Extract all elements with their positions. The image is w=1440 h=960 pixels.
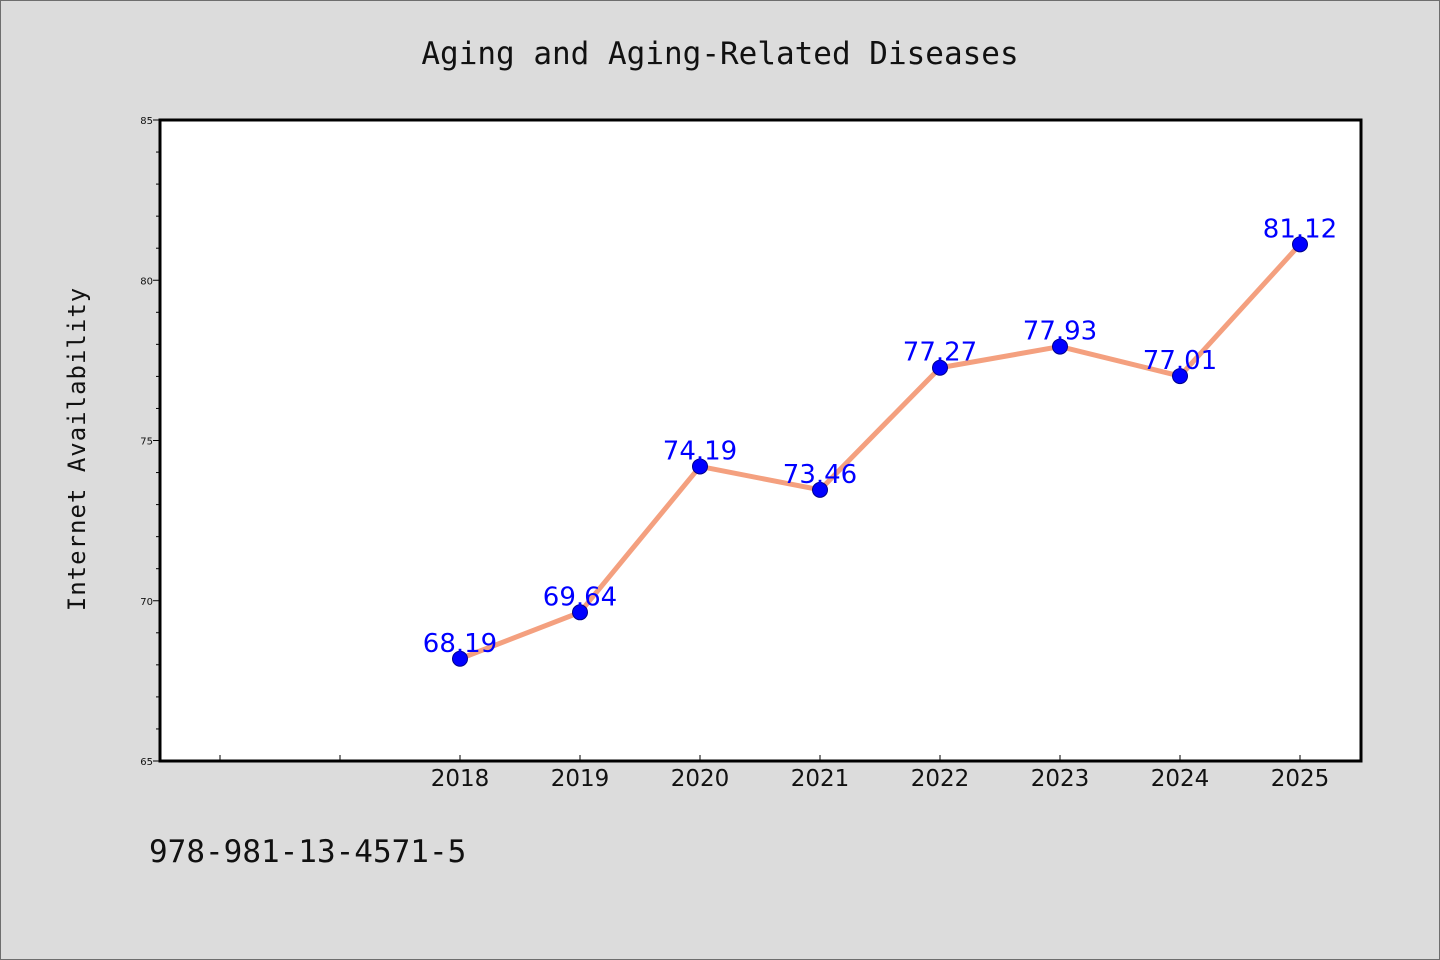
y-tick-label: 85 <box>140 116 153 127</box>
x-tick-label: 2022 <box>911 766 970 792</box>
y-tick-label: 75 <box>140 437 153 448</box>
y-tick-label: 65 <box>140 757 153 768</box>
data-point <box>452 650 468 667</box>
x-tick-label: 2024 <box>1151 766 1210 792</box>
data-label-layer: 68.19 69.64 74.19 73.46 77.27 77.93 77.01 81.12 <box>423 214 1337 658</box>
x-tick-label: 2025 <box>1271 766 1330 792</box>
data-label: 77.93 <box>1023 317 1097 347</box>
x-tick-label: 2018 <box>431 766 490 792</box>
x-tick-label: 2021 <box>791 766 850 792</box>
data-label: 68.19 <box>423 629 497 659</box>
footer-code: 978-981-13-4571-5 <box>149 834 467 870</box>
y-tick-label: 80 <box>140 276 153 287</box>
chart-title: Aging and Aging-Related Diseases <box>421 36 1018 72</box>
data-label: 73.46 <box>783 460 857 490</box>
x-tick-label: 2023 <box>1031 766 1090 792</box>
data-label: 77.01 <box>1143 346 1217 376</box>
data-point <box>1292 236 1308 253</box>
y-axis: 65 70 75 80 85 <box>140 116 160 768</box>
data-point <box>1172 368 1188 385</box>
x-axis: 2018 2019 2020 2021 2022 2023 2024 2025 <box>219 755 1330 792</box>
data-point <box>932 359 948 376</box>
y-tick-label: 70 <box>140 597 153 608</box>
data-point <box>692 458 708 475</box>
data-label: 74.19 <box>663 436 737 466</box>
series-layer <box>452 236 1308 667</box>
data-point <box>1052 338 1068 355</box>
data-point <box>812 481 828 498</box>
plot-area <box>158 118 1363 763</box>
data-point <box>572 604 588 621</box>
y-axis-label: Internet Availability <box>63 287 91 611</box>
data-label: 69.64 <box>543 582 617 612</box>
x-tick-label: 2020 <box>671 766 730 792</box>
series-line <box>457 241 1303 662</box>
data-label: 81.12 <box>1263 214 1337 244</box>
x-tick-label: 2019 <box>551 766 610 792</box>
data-label: 77.27 <box>903 338 977 368</box>
